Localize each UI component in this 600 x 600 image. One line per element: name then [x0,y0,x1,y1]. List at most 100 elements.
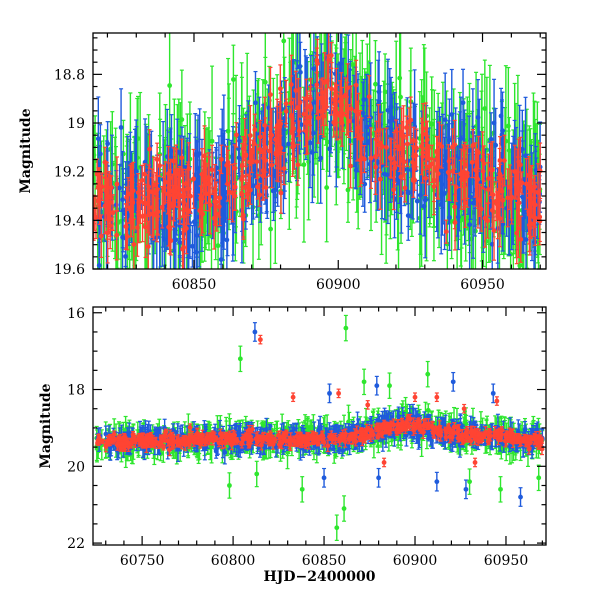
data-point [123,203,129,250]
data-point [414,179,420,223]
data-point [389,97,394,138]
data-point [497,136,503,185]
data-point [514,436,520,443]
data-point [306,438,312,450]
data-point [151,156,157,214]
data-point [315,38,320,89]
data-point [410,163,416,198]
data-point [524,157,529,210]
data-point [459,432,465,440]
data-point [297,87,303,118]
data-point [99,438,105,445]
data-point [385,422,390,431]
data-point [401,105,406,167]
data-point [142,163,147,186]
top-light-curve-panel: 60850 60900 60950 18.8 19 19.2 19.4 19.6 Magnitu… [18,32,547,293]
data-point [469,146,475,179]
data-point [380,128,385,165]
data-point [426,418,431,430]
data-point [359,117,365,161]
data-point [353,59,359,111]
data-point [460,68,466,137]
data-point [388,138,394,179]
data-point [429,420,435,432]
data-point [408,96,414,144]
data-point [353,436,359,447]
data-point [469,425,475,436]
data-point [324,54,330,108]
data-point [261,154,267,190]
data-point [461,403,467,414]
data-point [220,431,226,440]
data-point [411,424,417,431]
data-point [399,422,404,433]
data-point [119,437,125,451]
data-point [425,360,431,388]
data-point [194,182,200,269]
data-point [463,430,469,443]
data-point [176,168,182,220]
y-tick-label: 19.2 [54,165,85,181]
data-point [404,115,409,140]
data-point [412,392,418,403]
data-point [158,434,164,442]
data-point [368,429,374,443]
data-point [246,437,252,449]
data-point [482,59,488,158]
data-point [111,430,117,439]
data-point [181,192,187,240]
data-point [328,41,334,69]
plot-frame [92,32,547,270]
data-point [434,471,440,492]
data-point [203,182,209,205]
plot-area [94,314,545,541]
data-point [170,184,176,228]
data-point [387,425,393,436]
data-point [536,464,542,492]
data-point [257,182,262,207]
data-point [131,433,137,441]
data-point [278,119,284,177]
data-point [149,437,155,444]
data-point [325,112,330,172]
data-point [376,423,381,435]
data-point [139,164,145,196]
data-point [224,431,229,438]
data-point [278,171,284,214]
y-tick-label: 19.4 [54,213,85,229]
data-point [374,375,380,396]
data-point [458,159,464,188]
data-point [130,161,136,220]
data-point [174,148,180,200]
data-point [434,392,440,403]
data-point [184,202,189,255]
data-point [268,437,273,446]
data-point [301,96,307,132]
data-point [443,433,449,441]
data-point [104,240,109,269]
data-point [254,144,260,180]
data-point [518,215,524,263]
data-point [338,33,343,64]
data-point [505,168,511,228]
data-point [258,439,264,451]
y-tick-label: 19.6 [54,262,85,278]
data-point [286,105,291,183]
data-point [269,108,275,162]
x-axis-title: HJD−2400000 [264,569,376,585]
data-point [207,175,213,235]
x-tick-label: 60850 [172,277,217,293]
data-point [189,430,195,443]
data-point [205,434,211,445]
data-point [411,145,417,168]
data-point [308,85,313,112]
data-point [197,433,203,439]
data-point [255,436,261,447]
data-point [209,144,215,196]
x-tick-label: 60900 [393,553,438,569]
data-point [281,434,287,443]
y-axis-title: Magnitude [38,383,54,468]
x-tick-label: 60950 [484,553,529,569]
y-tick-label: 18.8 [54,67,85,83]
